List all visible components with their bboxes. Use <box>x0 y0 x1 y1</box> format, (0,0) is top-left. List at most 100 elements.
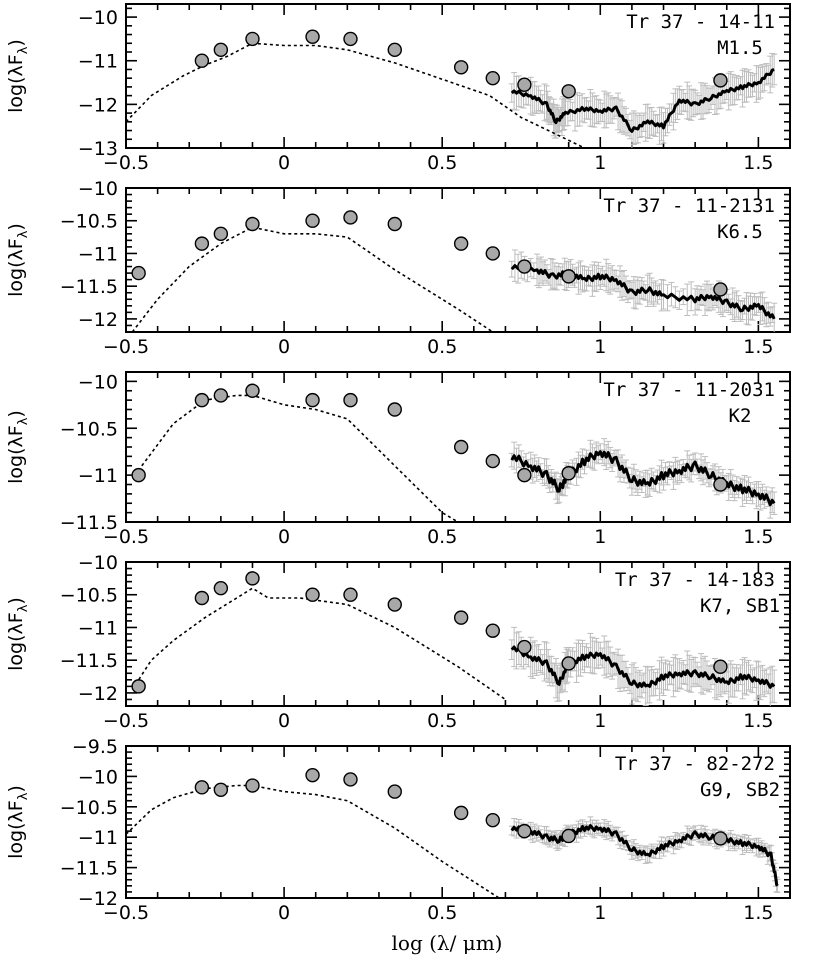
x-tick-label: −0.5 <box>103 152 149 174</box>
y-tick-label: −10.5 <box>60 418 118 440</box>
panel-4: −0.5 0 0.5 1 1.5 −10 −10.5 −11 −11.5 −12 log(λFλ) T… <box>5 552 791 732</box>
data-layer <box>126 29 778 148</box>
y-tick-label: −10 <box>78 371 118 393</box>
x-tick-label: 1.5 <box>743 152 773 174</box>
photometry-point <box>245 216 260 232</box>
photometry-point <box>453 439 469 455</box>
y-tick-label: −9.5 <box>72 736 118 758</box>
photometry-point <box>213 782 229 797</box>
y-tick-label: −11 <box>78 243 118 265</box>
y-tick-label: −10 <box>78 766 118 788</box>
photometry-point <box>131 467 146 483</box>
irs-spectrum-line <box>510 68 775 133</box>
photometry-point <box>517 467 532 483</box>
photometry-point <box>387 597 402 612</box>
photometry-point <box>245 571 260 586</box>
panel-2: −0.5 0 0.5 1 1.5 −10 −10.5 −11 −11.5 −12 log(λFλ) T… <box>5 178 791 358</box>
panel-3: −0.5 0 0.5 1 1.5 −10 −10.5 −11 −11.5 log(λFλ) Tr 3… <box>5 371 791 548</box>
photometry-point <box>213 42 229 58</box>
y-tick-label: −11 <box>78 617 118 639</box>
y-tick-label: −10 <box>78 552 118 574</box>
x-tick-label: 0 <box>278 710 290 732</box>
y-tick-label: −11 <box>78 51 118 73</box>
photometry-point <box>343 587 358 602</box>
y-tick-label: −10.5 <box>60 797 118 819</box>
photometry-point <box>305 392 320 408</box>
panel-1: −0.5 0 0.5 1 1.5 −10 −11 −12 −13 log(λFλ) Tr 37 - … <box>5 3 791 174</box>
photometry-point <box>713 659 728 674</box>
photometry-point <box>245 383 260 398</box>
y-tick-label: −11 <box>78 827 118 849</box>
y-tick-label: −11 <box>78 465 118 487</box>
photometry-point <box>343 392 358 408</box>
panel-5: −0.5 0 0.5 1 1.5 −9.5 −10 −10.5 −11 −11.5 −12 log(λ… <box>5 736 791 924</box>
photometry-point <box>453 805 469 821</box>
spectral-type-label: K7, SB1 <box>700 595 780 617</box>
x-tick-label: 0.5 <box>427 710 457 732</box>
photometry-point <box>194 392 210 408</box>
y-tick-label: −10.5 <box>60 585 118 607</box>
photometry-point <box>387 216 402 232</box>
x-tick-label: 0.5 <box>427 336 457 358</box>
photometry-point <box>194 236 210 251</box>
x-tick-label: −0.5 <box>103 710 149 732</box>
plot-frame <box>125 745 791 899</box>
photometry-point <box>485 812 500 828</box>
x-tick-label: 1.5 <box>743 710 773 732</box>
photometry-point <box>213 226 229 242</box>
photometry-point <box>305 587 320 602</box>
irs-spectrum-line <box>510 824 779 887</box>
photometry-point <box>194 590 210 606</box>
x-tick-label: 1.5 <box>743 526 773 548</box>
y-tick-label: −11.5 <box>60 858 118 880</box>
x-tick-label: 1 <box>594 152 606 174</box>
object-name-label: Tr 37 - 11-2031 <box>603 379 775 401</box>
y-tick-label: −11.5 <box>60 276 118 298</box>
y-tick-label: −10 <box>78 178 118 200</box>
x-tick-label: −0.5 <box>103 336 149 358</box>
photometry-point <box>453 236 469 251</box>
x-tick-label: 0 <box>278 336 290 358</box>
photometry-point <box>713 73 728 88</box>
x-tick-label: 0.5 <box>427 902 457 924</box>
photometry-point <box>485 70 500 86</box>
photometry-point <box>131 679 146 694</box>
photometry-point <box>485 246 500 261</box>
x-tick-label: 0 <box>278 152 290 174</box>
x-tick-label: 1 <box>594 902 606 924</box>
y-tick-label: −10.5 <box>60 211 118 233</box>
y-tick-label: −12 <box>78 309 118 331</box>
photometry-point <box>305 29 320 44</box>
irs-spectrum-line <box>510 450 776 507</box>
spectral-type-label: K2 <box>729 405 752 427</box>
y-tick-label: −11.5 <box>60 650 118 672</box>
model-photosphere-line <box>131 587 506 701</box>
data-layer <box>131 210 778 332</box>
spectral-type-label: K6.5 <box>717 221 763 243</box>
y-axis-label: log(λFλ) <box>5 785 31 859</box>
irs-spectrum-line <box>510 263 776 320</box>
y-axis-label: log(λFλ) <box>5 597 31 671</box>
photometry-point <box>485 453 500 469</box>
photometry-point <box>453 610 469 625</box>
spectral-type-label: M1.5 <box>717 37 763 59</box>
photometry-point <box>213 580 229 596</box>
y-tick-label: −12 <box>78 94 118 116</box>
object-name-label: Tr 37 - 11-2131 <box>603 195 775 217</box>
model-photosphere-line <box>126 42 585 148</box>
photometry-point <box>387 42 402 58</box>
x-tick-label: 1.5 <box>743 336 773 358</box>
y-axis-label: log(λFλ) <box>5 410 31 484</box>
irs-spectrum-line <box>510 645 776 689</box>
x-tick-label: −0.5 <box>103 902 149 924</box>
photometry-point <box>343 210 358 225</box>
x-axis-label: log (λ/ μm) <box>392 931 503 955</box>
y-axis-label: log(λFλ) <box>5 39 31 113</box>
model-photosphere-line <box>131 226 494 332</box>
spectral-type-label: G9, SB2 <box>700 779 780 801</box>
photometry-point <box>713 282 728 297</box>
photometry-point <box>387 784 402 799</box>
data-layer <box>131 571 778 706</box>
photometry-point <box>485 623 500 638</box>
